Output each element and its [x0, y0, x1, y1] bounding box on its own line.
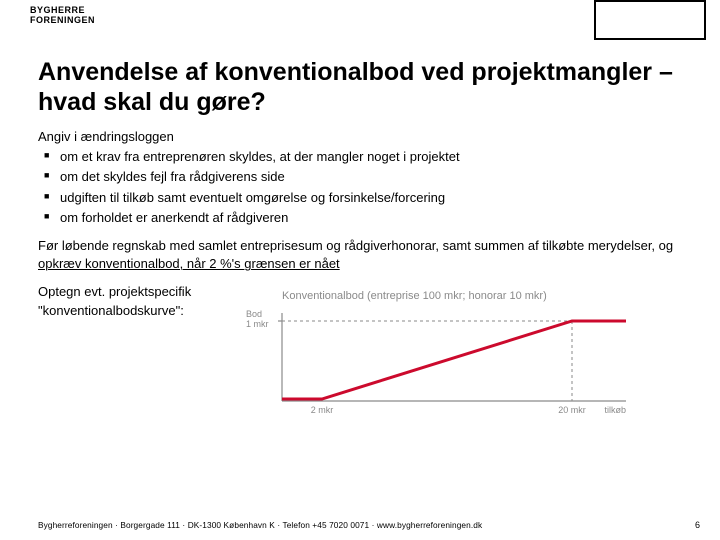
- chart-ylabel2: 1 mkr: [246, 319, 269, 329]
- page-number: 6: [695, 520, 700, 530]
- paragraph: Før løbende regnskab med samlet entrepri…: [38, 237, 682, 273]
- logo-line1: BYGHERRE: [30, 5, 85, 15]
- x-end-label: tilkøb: [604, 405, 626, 415]
- chart-ylabel: Bod: [246, 309, 262, 319]
- logo-line2: FORENINGEN: [30, 15, 95, 25]
- x-tick-20: 20 mkr: [558, 405, 586, 415]
- note-text: Optegn evt. projektspecifik "konventiona…: [38, 283, 218, 319]
- footer: Bygherreforeningen · Borgergade 111 · DK…: [38, 520, 482, 530]
- x-tick-2: 2 mkr: [311, 405, 334, 415]
- konventionalbod-chart: Konventionalbod (entreprise 100 mkr; hon…: [238, 283, 638, 423]
- chart-title: Konventionalbod (entreprise 100 mkr; hon…: [282, 290, 547, 302]
- list-item: om forholdet er anerkendt af rådgiveren: [38, 209, 682, 227]
- para-pre: Før løbende regnskab med samlet entrepri…: [38, 238, 673, 253]
- list-item: om det skyldes fejl fra rådgiverens side: [38, 168, 682, 186]
- chart-container: Konventionalbod (entreprise 100 mkr; hon…: [238, 283, 682, 423]
- para-underline: opkræv konventionalbod, når 2 %'s grænse…: [38, 256, 340, 271]
- logo-box: [594, 0, 706, 40]
- body-content: Angiv i ændringsloggen om et krav fra en…: [38, 128, 682, 423]
- logo-text: BYGHERRE FORENINGEN: [30, 5, 95, 25]
- bullet-list: om et krav fra entreprenøren skyldes, at…: [38, 148, 682, 227]
- page-title: Anvendelse af konventionalbod ved projek…: [38, 58, 680, 117]
- lead-text: Angiv i ændringsloggen: [38, 128, 682, 146]
- list-item: udgiften til tilkøb samt eventuelt omgør…: [38, 189, 682, 207]
- data-line: [282, 321, 626, 399]
- list-item: om et krav fra entreprenøren skyldes, at…: [38, 148, 682, 166]
